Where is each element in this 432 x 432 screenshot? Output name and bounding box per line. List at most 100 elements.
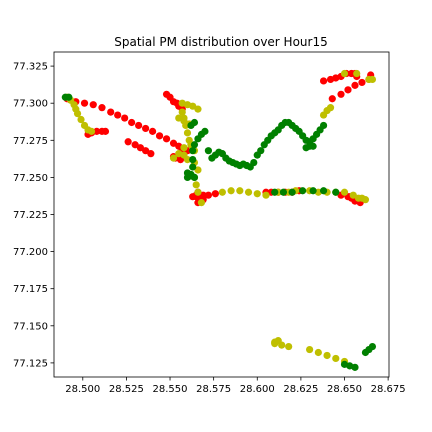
data-point [353, 69, 361, 78]
data-point [169, 139, 178, 147]
data-point [328, 95, 336, 103]
data-point [250, 158, 258, 167]
data-point [175, 150, 183, 158]
data-point [218, 188, 226, 196]
data-point [271, 338, 279, 346]
data-point [257, 147, 265, 155]
y-tick-label: 77.125 [13, 358, 48, 369]
data-point [162, 135, 171, 143]
data-point [89, 101, 97, 109]
data-point [142, 124, 150, 133]
y-tick-label: 77.150 [13, 321, 48, 332]
data-point [190, 118, 199, 127]
data-point [93, 127, 101, 135]
y-tick-label: 77.275 [13, 136, 48, 147]
data-point [361, 196, 370, 204]
chart-title: Spatial PM distribution over Hour15 [114, 35, 327, 49]
data-point [278, 341, 286, 349]
data-point [306, 345, 314, 354]
data-point [319, 187, 328, 195]
data-point [101, 127, 110, 135]
data-point [194, 105, 202, 113]
y-tick-label: 77.225 [13, 210, 48, 221]
data-point [65, 93, 73, 101]
data-point [299, 187, 307, 195]
data-point [77, 115, 85, 124]
data-point [340, 69, 349, 78]
data-point [87, 127, 96, 135]
data-point [309, 187, 317, 195]
data-point [285, 342, 293, 351]
data-point [135, 121, 143, 130]
data-point [194, 166, 202, 174]
data-point [271, 188, 279, 196]
data-point [107, 108, 115, 116]
plot-frame [53, 51, 390, 378]
data-point [189, 163, 197, 171]
x-tick-label: 28.550 [153, 384, 188, 395]
data-point [211, 190, 219, 198]
data-point [192, 181, 200, 189]
data-point [131, 141, 139, 149]
data-point [262, 191, 270, 199]
data-point [178, 108, 186, 116]
data-point [358, 78, 366, 87]
data-point [227, 187, 235, 195]
data-point [319, 121, 328, 130]
data-point [147, 150, 155, 158]
data-point [319, 77, 328, 85]
x-tick-label: 28.575 [196, 384, 231, 395]
data-point [197, 199, 206, 207]
x-axis: 28.500 28.525 28.550 28.575 28.600 28.625 28.6… [65, 377, 406, 395]
y-tick-label: 77.300 [13, 99, 48, 110]
data-point [148, 127, 157, 135]
data-point [194, 188, 202, 196]
data-point [183, 155, 192, 164]
data-point [332, 188, 340, 196]
y-tick-label: 77.325 [13, 62, 48, 73]
data-point [340, 188, 349, 196]
data-point [201, 127, 209, 135]
data-point [244, 188, 253, 196]
data-point [351, 81, 359, 89]
y-tick-label: 77.250 [13, 173, 48, 184]
data-point [349, 191, 357, 199]
data-point [189, 155, 197, 164]
data-point [180, 144, 188, 152]
y-axis: 77.125 77.150 77.175 77.200 77.225 77.250 77.2… [13, 62, 54, 369]
data-point [114, 111, 122, 119]
data-point [326, 104, 335, 112]
x-tick-label: 28.675 [371, 384, 406, 395]
data-point [309, 142, 317, 150]
data-point [314, 348, 322, 357]
data-point [175, 114, 183, 122]
data-point [344, 86, 352, 94]
data-point [189, 102, 197, 110]
plot-area [61, 69, 377, 371]
data-point [368, 75, 377, 84]
data-point [236, 187, 244, 195]
data-point [204, 147, 213, 155]
x-tick-label: 28.625 [283, 384, 318, 395]
x-tick-label: 28.600 [240, 384, 275, 395]
data-point [98, 104, 106, 112]
data-point [128, 118, 136, 127]
data-point [368, 342, 377, 351]
data-point [73, 109, 82, 118]
data-point [180, 117, 188, 125]
data-point [190, 173, 199, 181]
data-point [279, 188, 288, 196]
data-point [332, 354, 340, 363]
data-point [351, 363, 359, 371]
data-point [80, 99, 89, 107]
data-point [169, 154, 178, 162]
data-point [136, 144, 144, 152]
y-tick-label: 77.200 [13, 247, 48, 258]
x-tick-label: 28.525 [109, 384, 144, 395]
data-point [124, 138, 132, 146]
data-point [204, 191, 213, 199]
data-point [121, 114, 129, 122]
data-point [189, 147, 197, 155]
data-point [319, 111, 328, 119]
